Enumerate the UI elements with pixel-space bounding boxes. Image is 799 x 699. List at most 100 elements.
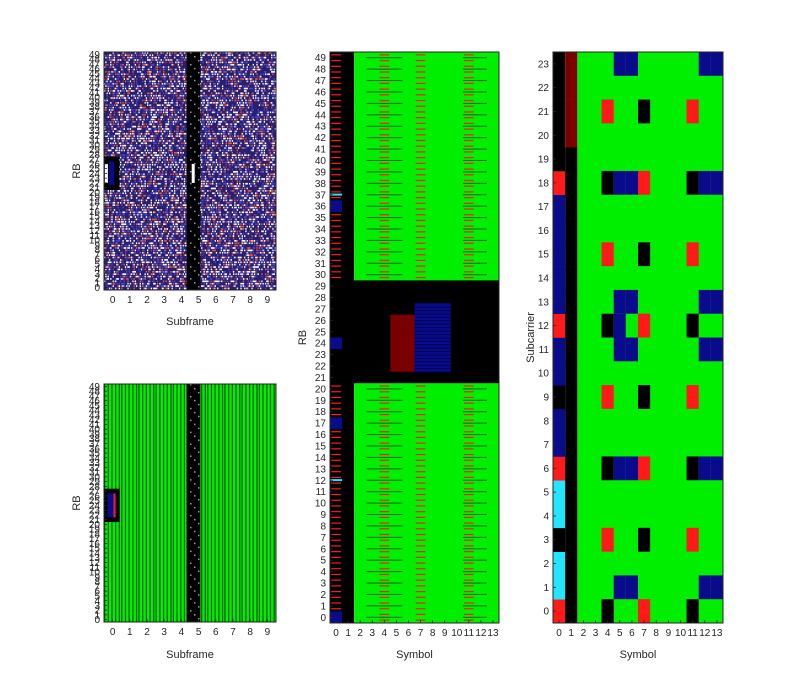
noise-cell <box>127 132 129 135</box>
noise-cell <box>205 182 208 185</box>
noise-cell <box>208 242 210 245</box>
noise-cell <box>126 185 128 187</box>
noise-cell <box>178 287 181 290</box>
noise-cell <box>185 132 187 135</box>
noise-cell <box>183 249 186 252</box>
noise-cell <box>178 80 181 83</box>
noise-cell <box>110 192 112 195</box>
noise-cell <box>151 63 154 66</box>
noise-cell <box>164 263 166 266</box>
noise-cell <box>166 132 168 135</box>
noise-cell <box>208 175 210 178</box>
noise-cell <box>215 63 218 66</box>
noise-cell <box>138 109 140 111</box>
noise-cell <box>122 156 124 159</box>
noise-cell <box>126 175 128 178</box>
noise-cell <box>105 140 107 142</box>
noise-cell <box>203 261 205 264</box>
noise-cell <box>209 190 211 192</box>
noise-cell <box>139 273 141 276</box>
noise-cell <box>167 282 170 285</box>
noise-cell <box>117 59 119 61</box>
noise-cell <box>207 247 209 249</box>
noise-cell <box>126 204 128 206</box>
noise-cell <box>219 97 221 99</box>
noise-cell <box>150 201 153 204</box>
noise-cell <box>122 52 124 54</box>
noise-cell <box>105 266 107 268</box>
noise-cell <box>167 235 170 237</box>
noise-cell <box>158 275 160 278</box>
noise-cell <box>181 218 183 221</box>
noise-cell <box>131 251 133 254</box>
noise-cell <box>143 206 145 209</box>
noise-cell <box>124 237 127 240</box>
noise-cell <box>132 263 134 266</box>
noise-cell <box>169 244 171 247</box>
noise-cell <box>113 201 116 204</box>
noise-cell <box>107 240 110 242</box>
noise-cell <box>174 52 176 54</box>
noise-cell <box>148 182 150 185</box>
noise-cell <box>208 261 210 264</box>
noise-cell <box>207 116 209 118</box>
noise-cell <box>138 140 140 142</box>
noise-cell <box>112 66 114 68</box>
noise-cell <box>131 82 133 85</box>
noise-cell <box>185 113 187 116</box>
noise-cell <box>145 109 148 111</box>
noise-cell <box>201 249 203 252</box>
noise-cell <box>209 244 211 247</box>
noise-cell <box>167 201 170 204</box>
noise-cell <box>164 268 166 271</box>
noise-cell <box>121 282 123 285</box>
noise-cell <box>199 159 202 161</box>
noise-cell <box>137 211 139 214</box>
noise-cell <box>111 85 113 87</box>
noise-cell <box>116 149 118 152</box>
noise-cell <box>161 232 164 235</box>
noise-cell <box>108 247 111 249</box>
noise-cell <box>142 223 144 226</box>
noise-cell <box>215 118 218 121</box>
noise-cell <box>155 278 157 280</box>
noise-cell <box>183 287 186 290</box>
noise-cell <box>217 132 219 135</box>
noise-cell <box>214 99 216 102</box>
noise-cell <box>149 275 151 278</box>
noise-cell <box>178 218 181 221</box>
noise-cell <box>204 242 207 245</box>
noise-cell <box>201 101 203 104</box>
noise-cell <box>129 213 132 216</box>
noise-cell <box>204 287 207 290</box>
noise-cell <box>164 128 166 130</box>
noise-cell <box>175 159 177 161</box>
noise-cell <box>121 187 123 190</box>
noise-cell <box>174 92 176 95</box>
noise-cell <box>174 90 176 92</box>
noise-cell <box>171 185 173 187</box>
noise-cell <box>218 175 220 178</box>
noise-cell <box>128 85 130 87</box>
noise-cell <box>143 118 145 121</box>
noise-cell <box>150 175 153 178</box>
noise-cell <box>177 180 180 183</box>
noise-cell <box>182 237 184 240</box>
noise-cell <box>185 173 187 176</box>
noise-cell <box>147 244 149 247</box>
noise-cell <box>134 280 137 283</box>
noise-cell <box>214 163 216 166</box>
noise-cell <box>126 197 128 199</box>
noise-cell <box>161 204 164 206</box>
noise-cell <box>172 163 175 166</box>
noise-cell <box>160 261 162 264</box>
noise-cell <box>135 235 138 237</box>
noise-cell <box>171 254 173 256</box>
noise-cell <box>166 130 168 133</box>
noise-cell <box>134 140 137 142</box>
noise-cell <box>205 125 208 128</box>
noise-cell <box>140 244 143 247</box>
noise-cell <box>207 180 209 183</box>
noise-cell <box>172 278 175 280</box>
noise-cell <box>160 175 162 178</box>
